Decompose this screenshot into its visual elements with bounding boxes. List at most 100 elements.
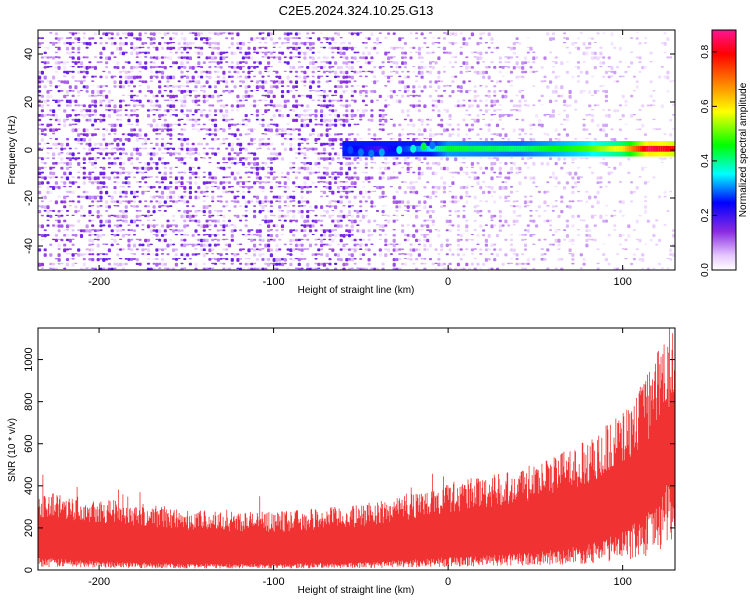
heatmap-cell [398, 171, 402, 175]
heatmap-cell [384, 214, 388, 216]
heatmap-cell [347, 66, 352, 70]
heatmap-cell [532, 104, 536, 106]
heatmap-cell [102, 46, 106, 51]
heatmap-cell [205, 56, 209, 60]
heatmap-cell [169, 176, 173, 178]
heatmap-cell [630, 37, 634, 39]
heatmap-cell [426, 70, 430, 73]
heatmap-cell [135, 133, 139, 137]
heatmap-cell [563, 32, 567, 35]
heatmap-cell [197, 186, 201, 190]
heatmap-cell [99, 42, 103, 45]
heatmap-cell [91, 162, 95, 166]
heatmap-cell [88, 210, 92, 214]
heatmap-cell [415, 210, 419, 213]
heatmap-cell [417, 210, 421, 211]
heatmap-cell [233, 70, 237, 74]
heatmap-cell [71, 70, 75, 73]
heatmap-cell [300, 80, 304, 83]
heatmap-cell [74, 253, 78, 255]
heatmap-cell [160, 195, 165, 199]
heatmap-cell [415, 80, 419, 82]
heatmap-cell [88, 157, 92, 161]
heatmap-cell [280, 214, 285, 218]
heatmap-cell [250, 70, 254, 72]
heatmap-cell [384, 224, 388, 227]
heatmap-cell [43, 133, 47, 136]
heatmap-cell [261, 114, 265, 116]
heatmap-cell [264, 46, 268, 50]
heatmap-cell [283, 243, 287, 246]
heatmap-cell [46, 186, 50, 190]
heatmap-cell [91, 176, 95, 180]
heatmap-cell [359, 243, 363, 247]
heatmap-cell [515, 219, 519, 223]
heatmap-cell [314, 123, 318, 126]
heatmap-cell [250, 104, 254, 107]
heatmap-cell [267, 70, 271, 73]
heatmap-cell [241, 147, 245, 150]
heatmap-cell [202, 99, 206, 104]
heatmap-cell [149, 37, 153, 41]
heatmap-cell [367, 133, 371, 135]
heatmap-cell [297, 133, 301, 136]
heatmap-cell [183, 157, 187, 159]
heatmap-cell [197, 118, 201, 121]
heatmap-cell [356, 238, 360, 241]
heatmap-cell [501, 181, 505, 183]
heatmap-cell [255, 248, 259, 251]
heatmap-cell [275, 176, 279, 179]
heatmap-cell [504, 238, 508, 241]
heatmap-cell [448, 243, 452, 246]
heatmap-cell [423, 104, 427, 108]
heatmap-cell [244, 171, 248, 174]
heatmap-cell [347, 258, 352, 261]
heatmap-cell [604, 99, 608, 103]
heatmap-cell [88, 114, 92, 117]
heatmap-cell [392, 214, 396, 216]
heatmap-cell [264, 42, 268, 44]
heatmap-cell [222, 238, 226, 241]
heatmap-cell [146, 224, 151, 229]
heatmap-cell [501, 66, 505, 69]
heatmap-cell [529, 219, 533, 223]
heatmap-cell [91, 109, 95, 113]
heatmap-cell [663, 51, 667, 54]
heatmap-cell [261, 181, 265, 183]
heatmap-cell [77, 186, 81, 189]
heatmap-cell [85, 248, 89, 251]
heatmap-cell [272, 152, 276, 155]
heatmap-cell [512, 42, 516, 46]
heatmap-cell [113, 80, 117, 84]
heatmap-cell [406, 166, 410, 171]
heatmap-cell [121, 32, 125, 35]
heatmap-cell [155, 138, 159, 140]
heatmap-cell [322, 142, 326, 146]
heatmap-cell [119, 200, 123, 205]
heatmap-cell [325, 94, 329, 97]
heatmap-cell [649, 80, 653, 84]
heatmap-cell [38, 46, 42, 49]
heatmap-cell [180, 61, 184, 66]
heatmap-cell [314, 214, 318, 217]
heatmap-cell [186, 51, 190, 54]
heatmap-cell [211, 234, 215, 236]
heatmap-cell [308, 46, 313, 51]
heatmap-cell [183, 128, 187, 131]
heatmap-cell [509, 46, 514, 51]
heatmap-cell [96, 214, 100, 219]
heatmap-cell [160, 56, 165, 59]
heatmap-cell [643, 37, 648, 40]
heatmap-cell [46, 90, 50, 94]
heatmap-cell [353, 123, 357, 126]
heatmap-cell [155, 262, 159, 267]
heatmap-cell [322, 152, 326, 155]
heatmap-cell [172, 75, 176, 80]
heatmap-cell [57, 157, 61, 159]
heatmap-cell [328, 104, 332, 107]
heatmap-cell [437, 99, 441, 103]
heatmap-cell [484, 109, 488, 113]
heatmap-cell [361, 90, 366, 92]
heatmap-cell [275, 70, 279, 74]
heatmap-cell [233, 162, 237, 165]
